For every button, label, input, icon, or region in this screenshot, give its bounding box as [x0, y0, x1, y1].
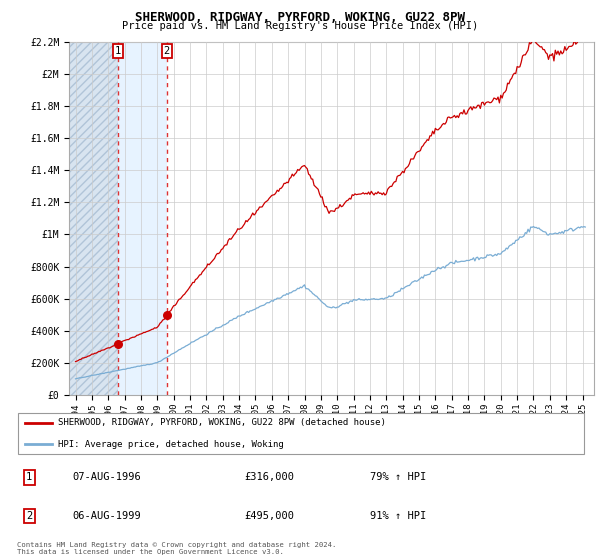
Text: 06-AUG-1999: 06-AUG-1999 [73, 511, 141, 521]
Text: 07-AUG-1996: 07-AUG-1996 [73, 472, 141, 482]
Point [162, 311, 172, 320]
Text: 2: 2 [26, 511, 32, 521]
Text: £316,000: £316,000 [244, 472, 294, 482]
FancyBboxPatch shape [18, 413, 584, 454]
Text: £495,000: £495,000 [244, 511, 294, 521]
Text: 1: 1 [26, 472, 32, 482]
Point [113, 340, 122, 349]
Text: HPI: Average price, detached house, Woking: HPI: Average price, detached house, Woki… [58, 440, 284, 449]
Text: 1: 1 [115, 46, 121, 56]
Bar [69, 42, 118, 395]
Text: 79% ↑ HPI: 79% ↑ HPI [370, 472, 427, 482]
Text: Price paid vs. HM Land Registry's House Price Index (HPI): Price paid vs. HM Land Registry's House … [122, 21, 478, 31]
Text: SHERWOOD, RIDGWAY, PYRFORD, WOKING, GU22 8PW: SHERWOOD, RIDGWAY, PYRFORD, WOKING, GU22… [135, 11, 465, 24]
Text: 91% ↑ HPI: 91% ↑ HPI [370, 511, 427, 521]
Text: 2: 2 [164, 46, 170, 56]
Text: SHERWOOD, RIDGWAY, PYRFORD, WOKING, GU22 8PW (detached house): SHERWOOD, RIDGWAY, PYRFORD, WOKING, GU22… [58, 418, 386, 427]
Bar [118, 42, 167, 395]
Text: Contains HM Land Registry data © Crown copyright and database right 2024.
This d: Contains HM Land Registry data © Crown c… [17, 542, 336, 555]
